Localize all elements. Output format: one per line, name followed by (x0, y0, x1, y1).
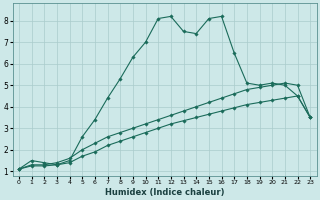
X-axis label: Humidex (Indice chaleur): Humidex (Indice chaleur) (105, 188, 224, 197)
